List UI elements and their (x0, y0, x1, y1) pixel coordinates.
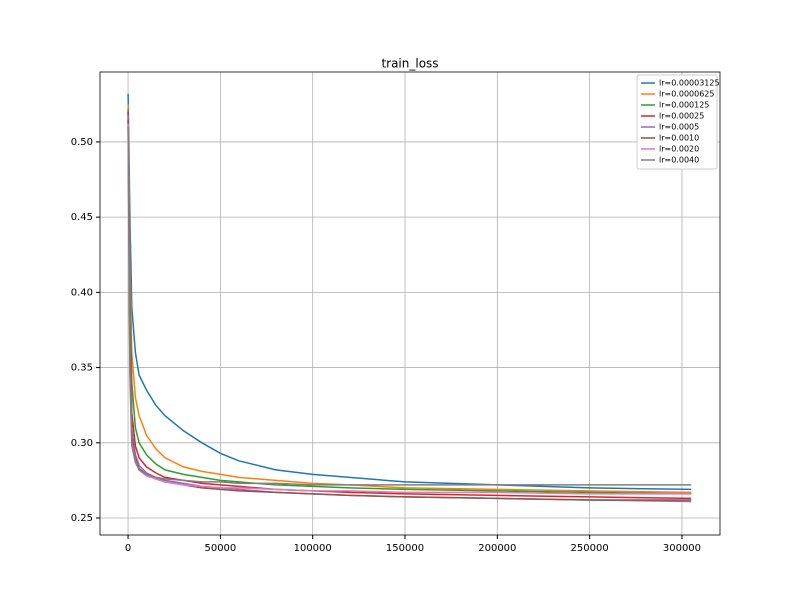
series-line (127, 114, 692, 503)
series-line (127, 93, 692, 491)
x-tick-label: 300000 (663, 543, 701, 554)
x-tick-label: 0 (125, 543, 131, 554)
x-tick-label: 150000 (386, 543, 424, 554)
legend-label: lr=0.0000625 (659, 90, 714, 99)
legend-label: lr=0.0005 (659, 123, 699, 132)
plot-frame (99, 71, 721, 536)
legend-label: lr=0.0020 (659, 145, 699, 154)
legend-label: lr=0.000125 (659, 101, 709, 110)
series-line (127, 104, 692, 494)
y-tick-label: 0.40 (71, 287, 93, 298)
x-tick-label: 250000 (571, 543, 609, 554)
x-tick-label: 200000 (478, 543, 516, 554)
x-tick-label: 50000 (204, 543, 236, 554)
series-line (127, 123, 692, 495)
series-line (127, 108, 692, 495)
y-tick-label: 0.35 (71, 363, 93, 374)
legend: lr=0.00003125 lr=0.0000625 lr=0.000125 lr=0… (636, 74, 720, 170)
y-tick-label: 0.25 (71, 513, 93, 524)
legend-box (636, 74, 718, 170)
y-tick-label: 0.30 (71, 438, 93, 449)
legend-label: lr=0.0010 (659, 134, 699, 143)
legend-label: lr=0.00025 (659, 112, 704, 121)
x-tick-label: 100000 (294, 543, 332, 554)
chart-title: train_loss (381, 57, 438, 71)
y-tick-label: 0.45 (71, 212, 93, 223)
series-line (127, 111, 692, 500)
series-line (127, 126, 692, 486)
legend-label: lr=0.00003125 (659, 79, 720, 88)
y-tick-label: 0.50 (71, 137, 93, 148)
legend-label: lr=0.0040 (659, 156, 699, 165)
